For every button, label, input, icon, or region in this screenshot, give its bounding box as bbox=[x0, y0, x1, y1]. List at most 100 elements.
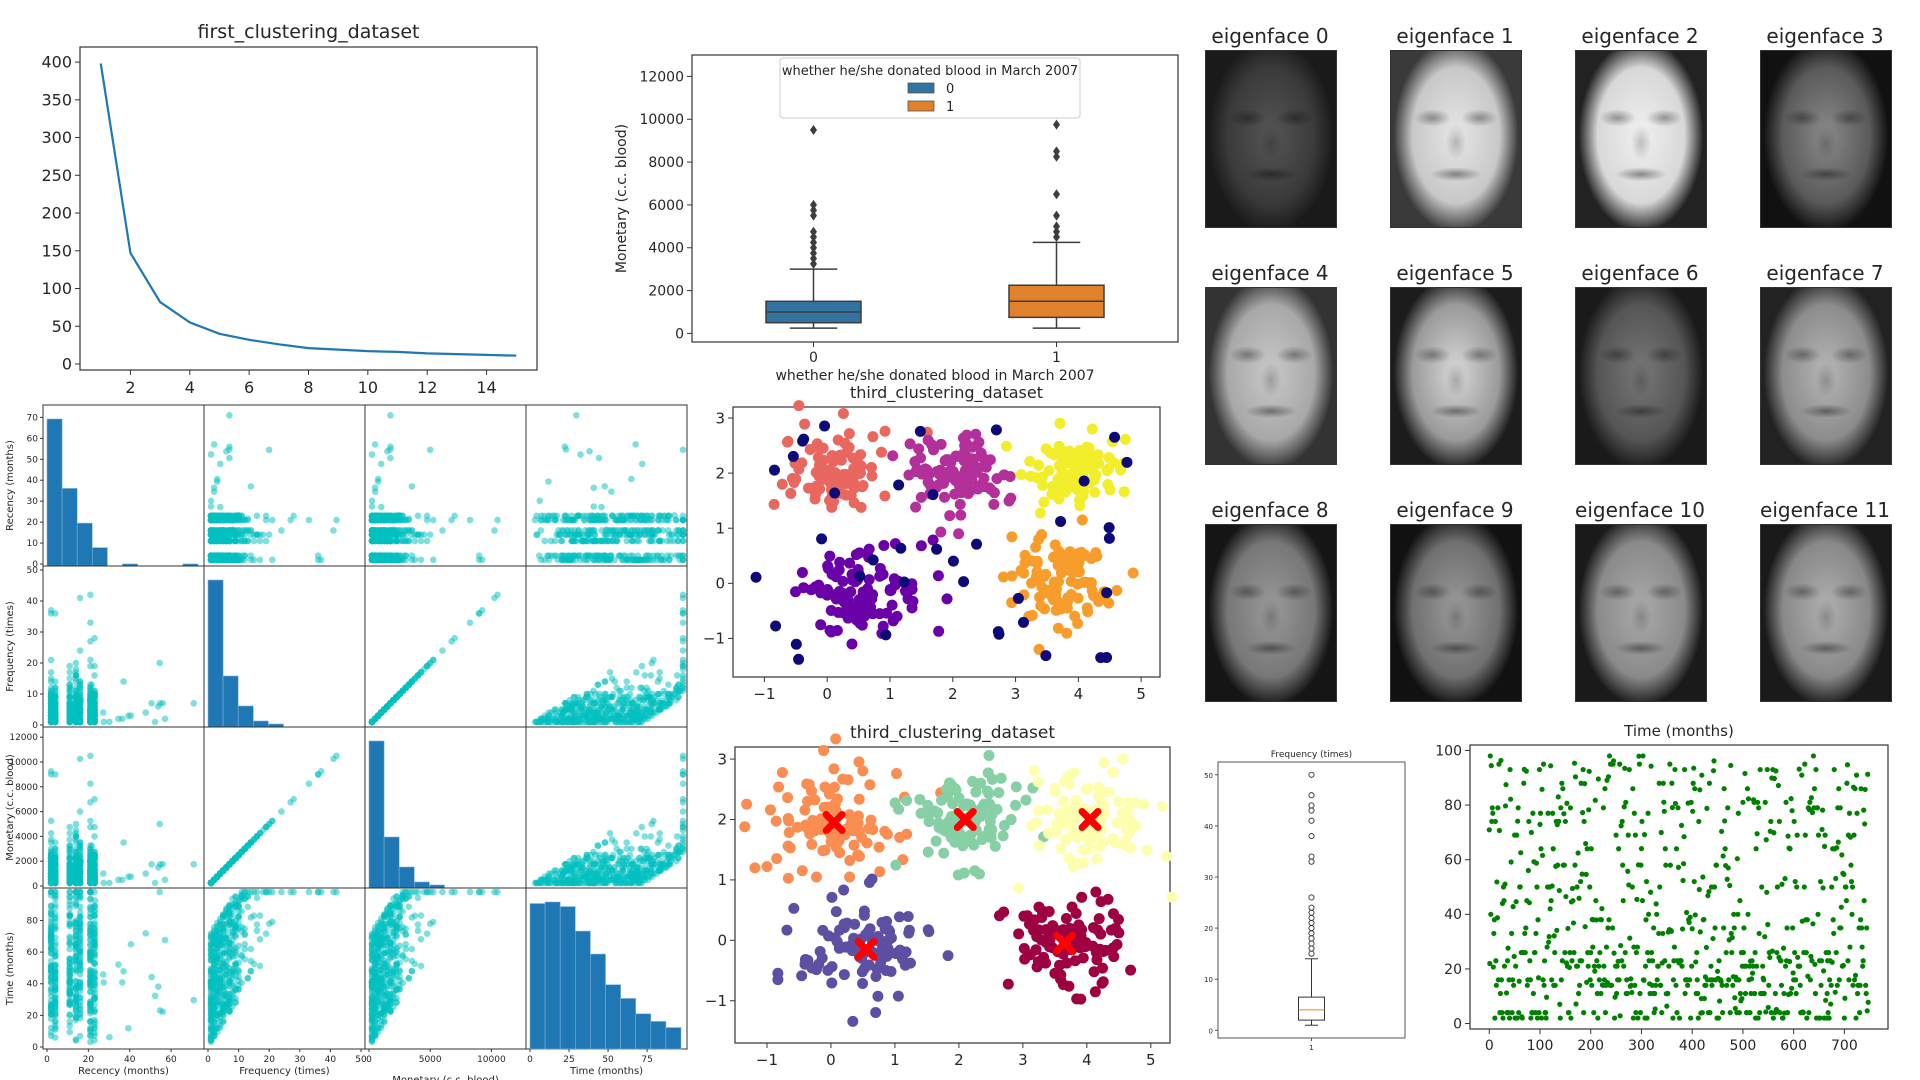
matrix-point bbox=[417, 669, 425, 676]
matrix-point bbox=[558, 537, 566, 545]
matrix-point bbox=[655, 851, 663, 859]
matrix-point bbox=[250, 836, 258, 843]
matrix-point bbox=[679, 610, 687, 617]
matrix-point bbox=[675, 681, 682, 688]
matrix-point bbox=[408, 552, 416, 559]
matrix-point bbox=[390, 512, 397, 520]
matrix-point bbox=[639, 696, 646, 704]
matrix-point bbox=[439, 647, 446, 654]
matrix-point bbox=[675, 842, 682, 849]
matrix-point bbox=[608, 709, 616, 716]
outlier-marker bbox=[1053, 226, 1060, 237]
matrix-point bbox=[256, 537, 264, 545]
matrix-point bbox=[238, 516, 245, 524]
matrix-point bbox=[614, 700, 621, 707]
matrix-point bbox=[47, 864, 55, 871]
matrix-point bbox=[414, 512, 422, 520]
matrix-point bbox=[675, 537, 682, 545]
matrix-point bbox=[655, 861, 663, 868]
matrix-point bbox=[330, 527, 337, 534]
outlier-marker bbox=[1053, 151, 1060, 162]
matrix-point bbox=[545, 870, 553, 877]
matrix-point bbox=[621, 718, 629, 726]
matrix-point bbox=[606, 830, 614, 837]
matrix-point bbox=[567, 531, 574, 538]
matrix-point bbox=[592, 690, 599, 698]
outlier-marker bbox=[810, 258, 817, 269]
y-tick-label: 30 bbox=[27, 497, 39, 507]
matrix-point bbox=[633, 864, 641, 871]
matrix-point bbox=[601, 839, 609, 846]
matrix-point bbox=[632, 715, 640, 723]
matrix-point bbox=[562, 446, 570, 453]
matrix-point bbox=[51, 876, 59, 884]
matrix-point bbox=[602, 690, 610, 698]
matrix-point bbox=[586, 447, 593, 455]
matrix-point bbox=[374, 475, 382, 483]
matrix-point bbox=[589, 512, 597, 520]
matrix-point bbox=[51, 715, 59, 723]
matrix-point bbox=[569, 537, 576, 545]
matrix-point bbox=[599, 700, 607, 707]
matrix-point bbox=[624, 512, 631, 520]
matrix-point bbox=[387, 446, 394, 453]
matrix-point bbox=[577, 703, 584, 710]
matrix-point bbox=[47, 771, 55, 778]
matrix-point bbox=[590, 503, 598, 510]
matrix-point bbox=[667, 531, 675, 538]
matrix-point bbox=[494, 516, 501, 524]
matrix-point bbox=[638, 879, 646, 887]
y-tick-label: 10 bbox=[27, 539, 39, 549]
matrix-point bbox=[106, 879, 113, 887]
matrix-point bbox=[115, 876, 122, 884]
y-axis-label: Monetary (c.c. blood) bbox=[614, 124, 630, 273]
matrix-point bbox=[47, 687, 55, 695]
matrix-point bbox=[87, 780, 94, 787]
matrix-point bbox=[399, 687, 406, 695]
matrix-point bbox=[100, 879, 108, 887]
matrix-point bbox=[87, 591, 94, 599]
matrix-point bbox=[623, 537, 630, 545]
matrix-point bbox=[368, 512, 376, 520]
x-tick-label: 4 bbox=[185, 378, 195, 397]
matrix-point bbox=[599, 861, 607, 868]
matrix-point bbox=[580, 556, 588, 564]
matrix-point bbox=[151, 879, 159, 887]
matrix-point bbox=[552, 552, 560, 559]
outlier-marker bbox=[1053, 119, 1060, 130]
matrix-point bbox=[226, 412, 233, 419]
outlier-marker bbox=[810, 242, 817, 253]
matrix-point bbox=[590, 552, 597, 559]
matrix-point bbox=[210, 537, 218, 545]
matrix-point bbox=[622, 873, 629, 880]
matrix-point bbox=[411, 537, 419, 545]
matrix-point bbox=[161, 715, 169, 723]
matrix-point bbox=[571, 527, 578, 534]
matrix-point bbox=[533, 531, 540, 538]
matrix-point bbox=[262, 537, 270, 545]
matrix-point bbox=[541, 537, 549, 545]
matrix-point bbox=[420, 531, 428, 538]
matrix-point bbox=[368, 497, 376, 505]
matrix-point bbox=[574, 712, 581, 719]
matrix-point bbox=[66, 836, 74, 843]
matrix-point bbox=[253, 512, 261, 520]
y-tick-label: 50 bbox=[52, 317, 72, 336]
matrix-point bbox=[72, 826, 80, 834]
y-tick-label: 0 bbox=[32, 721, 38, 731]
matrix-point bbox=[72, 659, 80, 667]
matrix-point bbox=[608, 537, 616, 545]
outlier-marker bbox=[1053, 221, 1060, 232]
matrix-point bbox=[638, 709, 646, 716]
matrix-point bbox=[190, 861, 198, 868]
matrix-point bbox=[371, 552, 379, 559]
matrix-point bbox=[622, 857, 630, 865]
matrix-point bbox=[608, 488, 615, 495]
matrix-point bbox=[377, 512, 385, 520]
matrix-point bbox=[552, 706, 560, 713]
matrix-point bbox=[210, 441, 218, 448]
matrix-point bbox=[638, 718, 646, 726]
matrix-point bbox=[602, 527, 610, 534]
matrix-point bbox=[580, 857, 588, 865]
matrix-point bbox=[553, 512, 561, 520]
